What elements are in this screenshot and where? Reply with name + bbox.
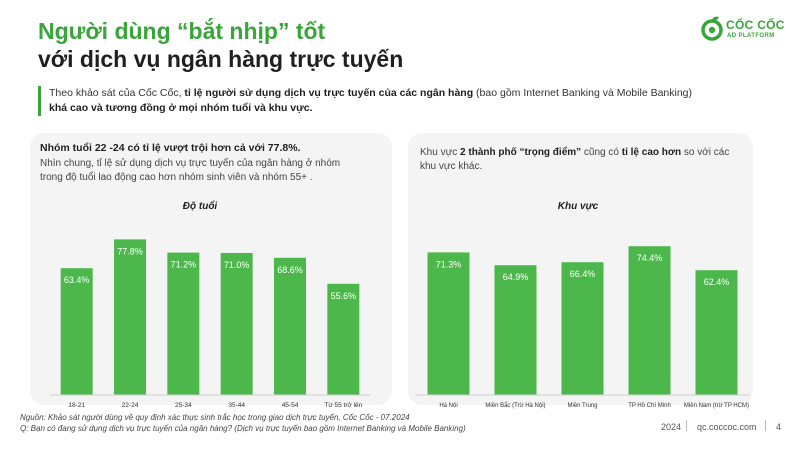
logo-text: CỐC CỐC — [726, 18, 785, 32]
bar-1 — [494, 265, 537, 395]
bar-0 — [427, 252, 470, 395]
category-label: 35-44 — [228, 402, 245, 409]
region-body1: Khu vực — [420, 147, 461, 158]
bar-2 — [167, 252, 200, 395]
footer-divider — [765, 420, 766, 431]
category-label: Miền Bắc (Trừ Hà Nội) — [485, 402, 545, 409]
bar-value-label: 62.4% — [704, 277, 730, 287]
category-label: 25-34 — [175, 402, 192, 409]
bar-value-label: 68.6% — [277, 265, 303, 275]
footer-question: Q: Bạn có đang sử dụng dịch vụ trực tuyế… — [20, 424, 466, 433]
region-body2: cũng có — [581, 147, 622, 158]
bar-value-label: 71.3% — [436, 259, 462, 269]
logo-subtext: AD PLATFORM — [727, 33, 775, 39]
age-chart-title: Độ tuổi — [182, 201, 218, 212]
footer-site[interactable]: qc.coccoc.com — [697, 422, 757, 432]
category-label: 22-24 — [122, 402, 139, 409]
category-label: Miền Nam (trừ TP HCM) — [684, 403, 749, 409]
footer-source: Nguồn: Khảo sát người dùng về quy định x… — [20, 413, 410, 422]
bar-value-label: 66.4% — [570, 269, 596, 279]
category-label: 45-54 — [282, 402, 299, 409]
category-label: Miền Trung — [567, 403, 597, 409]
intro-bold1: tỉ lệ người sử dụng dịch vụ trực tuyến c… — [184, 87, 474, 99]
bar-value-label: 55.6% — [331, 291, 357, 301]
region-chart-title: Khu vực — [557, 201, 599, 212]
region-panel-body: Khu vực 2 thành phố “trọng điểm” cũng có… — [420, 146, 740, 174]
page-title-line1: Người dùng “bắt nhịp” tốt — [38, 18, 326, 44]
bar-value-label: 64.9% — [503, 272, 529, 282]
region-bold1: 2 thành phố “trọng điểm” — [460, 147, 582, 158]
intro-text: Theo khảo sát của Cốc Cốc, tỉ lệ người s… — [38, 86, 739, 116]
bar-value-label: 71.2% — [171, 260, 197, 270]
category-label: Hà Nội — [439, 403, 457, 409]
age-panel-body: Nhìn chung, tỉ lệ sử dụng dịch vụ trực t… — [40, 158, 341, 183]
age-panel-heading: Nhóm tuổi 22 -24 có tỉ lệ vượt trội hơn … — [40, 142, 301, 154]
footer-year: 2024 — [661, 422, 682, 432]
footer-divider — [686, 420, 687, 431]
category-label: TP Hồ Chí Minh — [628, 403, 671, 409]
bar-3 — [220, 253, 253, 395]
bar-4 — [695, 270, 738, 395]
bar-4 — [274, 257, 306, 395]
region-body3: so với các khu vực khác. — [420, 147, 730, 172]
region-bold2: tỉ lệ cao hơn — [621, 147, 682, 158]
coccoc-logo-icon — [701, 16, 723, 41]
intro-part2: (bao gồm Internet Banking và Mobile Bank… — [473, 87, 693, 99]
category-label: Từ 55 trở lên — [324, 401, 362, 409]
bar-0 — [60, 268, 93, 395]
bar-value-label: 74.4% — [637, 253, 663, 263]
intro-bold2: khá cao và tương đồng ở mọi nhóm tuổi và… — [49, 102, 313, 114]
age-bar-chart: 63.4% 18-21 77.8% 22-24 71.2% 25-34 71.0% 35-44… — [50, 239, 370, 409]
category-label: 18-21 — [68, 402, 85, 409]
page-title-line2: với dịch vụ ngân hàng trực tuyến — [38, 46, 404, 72]
bar-2 — [561, 262, 604, 395]
intro-part1: Theo khảo sát của Cốc Cốc, — [49, 87, 185, 99]
bar-5 — [327, 283, 360, 395]
region-bar-chart: 71.3% Hà Nội 64.9% Miền Bắc (Trừ Hà Nội) 66.… — [415, 246, 750, 409]
bar-value-label: 63.4% — [64, 275, 90, 285]
bar-1 — [114, 239, 146, 395]
bar-3 — [628, 246, 671, 395]
bar-value-label: 71.0% — [224, 260, 250, 270]
bar-value-label: 77.8% — [117, 246, 143, 256]
page-number: 4 — [776, 422, 782, 432]
footer-notes: Nguồn: Khảo sát người dùng về quy định x… — [20, 412, 466, 434]
